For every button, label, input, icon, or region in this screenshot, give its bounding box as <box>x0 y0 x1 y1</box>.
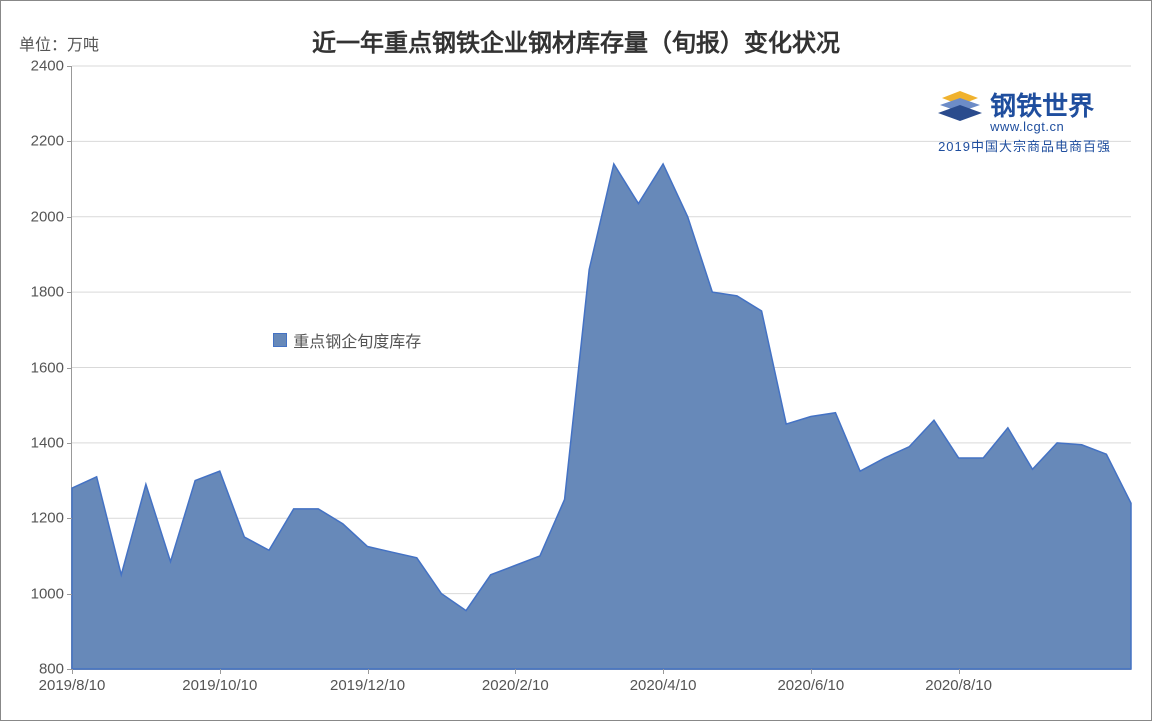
y-tick-label: 2400 <box>31 58 64 75</box>
y-tick-mark <box>67 66 72 67</box>
x-tick-label: 2019/10/10 <box>182 677 257 694</box>
y-tick-label: 1200 <box>31 510 64 527</box>
y-tick-mark <box>67 141 72 142</box>
y-tick-label: 1600 <box>31 359 64 376</box>
y-tick-mark <box>67 217 72 218</box>
x-tick-label: 2020/4/10 <box>630 677 697 694</box>
legend-label: 重点钢企旬度库存 <box>293 328 421 352</box>
legend-swatch-icon <box>273 333 287 347</box>
x-tick-label: 2020/8/10 <box>925 677 992 694</box>
y-tick-mark <box>67 594 72 595</box>
x-tick-mark <box>368 669 369 674</box>
area-series <box>72 164 1131 669</box>
y-tick-label: 2200 <box>31 133 64 150</box>
plot-svg <box>72 66 1131 669</box>
y-tick-label: 1800 <box>31 284 64 301</box>
x-tick-mark <box>515 669 516 674</box>
legend: 重点钢企旬度库存 <box>273 328 421 352</box>
x-tick-label: 2020/2/10 <box>482 677 549 694</box>
plot-area: 800100012001400160018002000220024002019/… <box>71 66 1131 670</box>
chart-container: 单位：万吨 近一年重点钢铁企业钢材库存量（旬报）变化状况 80010001200… <box>0 0 1152 721</box>
y-tick-label: 1400 <box>31 434 64 451</box>
x-tick-label: 2019/8/10 <box>39 677 106 694</box>
y-tick-mark <box>67 518 72 519</box>
x-tick-mark <box>811 669 812 674</box>
y-tick-mark <box>67 368 72 369</box>
x-tick-mark <box>663 669 664 674</box>
y-tick-mark <box>67 443 72 444</box>
y-tick-label: 1000 <box>31 585 64 602</box>
y-tick-mark <box>67 292 72 293</box>
x-tick-label: 2019/12/10 <box>330 677 405 694</box>
y-tick-label: 2000 <box>31 208 64 225</box>
chart-title: 近一年重点钢铁企业钢材库存量（旬报）变化状况 <box>1 23 1151 58</box>
x-tick-mark <box>72 669 73 674</box>
x-tick-mark <box>220 669 221 674</box>
x-tick-label: 2020/6/10 <box>777 677 844 694</box>
y-tick-label: 800 <box>39 661 64 678</box>
x-tick-mark <box>959 669 960 674</box>
